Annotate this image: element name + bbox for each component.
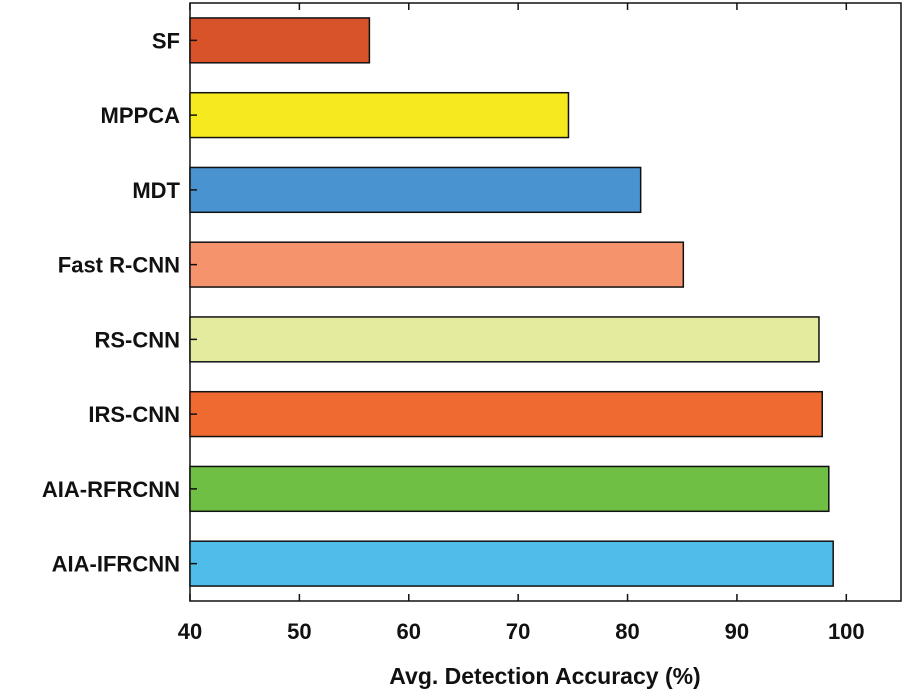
- category-label: AIA-IFRCNN: [52, 552, 180, 577]
- x-tick-label: 50: [287, 619, 311, 644]
- y-axis-labels: SF MPPCA MDT Fast R-CNN RS-CNN IRS-CNN AIA-RFR…: [42, 28, 197, 577]
- category-label: IRS-CNN: [88, 402, 180, 427]
- bar-rs-cnn: [189, 316, 820, 363]
- bar-fast-r-cnn: [189, 241, 685, 288]
- x-tick-label: 90: [725, 619, 749, 644]
- bar-mdt: [189, 166, 642, 214]
- category-label: Fast R-CNN: [58, 253, 180, 278]
- bar-mppca: [189, 91, 570, 139]
- category-label: MDT: [132, 178, 180, 203]
- bar-sf: [189, 17, 371, 64]
- x-tick-label: 40: [178, 619, 202, 644]
- category-label: RS-CNN: [94, 327, 180, 352]
- bar-aia-ifrcnn: [189, 540, 834, 587]
- category-label: AIA-RFRCNN: [42, 477, 180, 502]
- x-axis-ticks: 40 50 60 70 80 90 100: [178, 3, 865, 644]
- category-label: MPPCA: [101, 103, 181, 128]
- category-label: SF: [152, 28, 180, 53]
- x-tick-label: 80: [615, 619, 639, 644]
- x-tick-label: 60: [397, 619, 421, 644]
- x-axis-title: Avg. Detection Accuracy (%): [389, 663, 700, 689]
- x-tick-label: 70: [506, 619, 530, 644]
- bar-aia-rfrcnn: [189, 465, 830, 513]
- bars-group: [189, 17, 834, 587]
- x-tick-label: 100: [828, 619, 865, 644]
- bar-irs-cnn: [189, 390, 823, 438]
